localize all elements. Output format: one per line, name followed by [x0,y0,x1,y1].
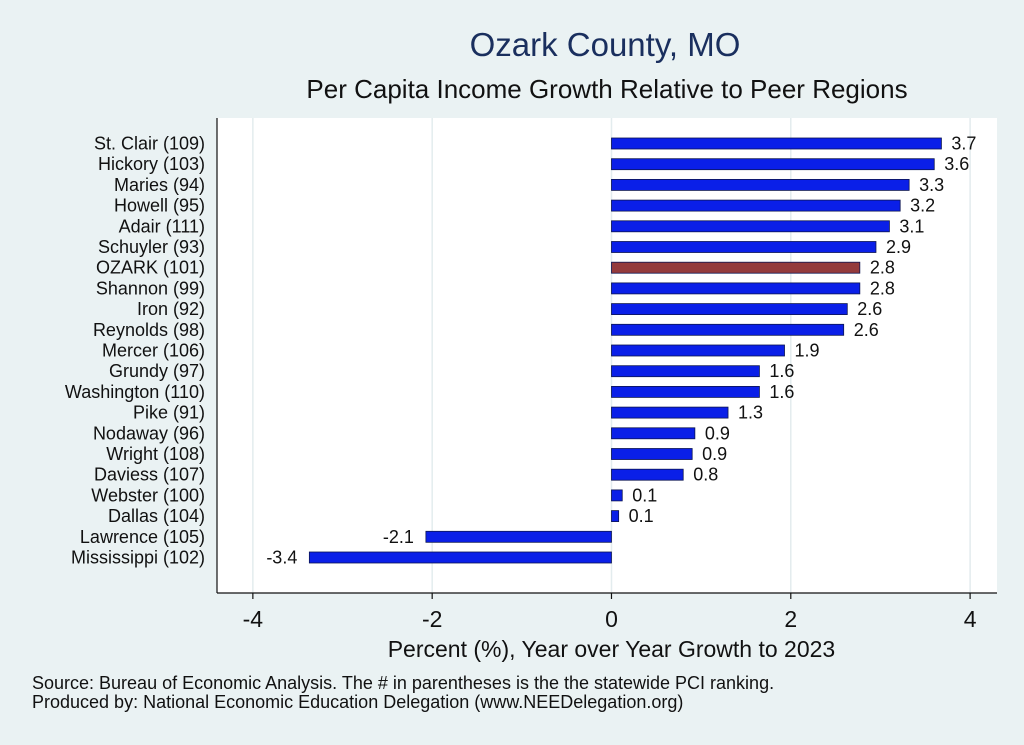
category-label: Mississippi (102) [71,548,205,568]
bar [611,448,693,460]
bar [425,530,612,543]
category-label: Reynolds (98) [93,320,205,340]
category-label: Mercer (106) [102,341,205,361]
bar [611,489,623,502]
category-label: Washington (110) [65,382,205,402]
value-label: 0.9 [702,444,727,464]
category-label: Adair (111) [119,216,205,236]
value-label: 0.9 [705,423,730,443]
category-label: Maries (94) [114,175,205,195]
value-label: 3.6 [944,154,969,174]
value-label: 0.1 [629,506,654,526]
bar [611,158,935,171]
category-label: Hickory (103) [98,154,205,174]
x-tick-label: 2 [784,606,797,632]
category-label: Webster (100) [91,485,205,505]
x-tick-label: -4 [243,606,264,632]
bar [611,406,729,419]
value-label: 1.6 [769,361,794,381]
value-label: 2.6 [854,320,879,340]
category-label: Shannon (99) [96,278,205,298]
category-label: Daviess (107) [94,465,205,485]
plot-area [217,118,997,593]
bar [611,427,696,440]
category-label: St. Clair (109) [94,134,205,154]
value-label: 3.7 [951,134,976,154]
bar [308,551,612,564]
bar [611,220,890,233]
value-label: -2.1 [383,527,414,547]
bar [611,385,760,398]
value-label: 1.9 [795,341,820,361]
chart-subtitle: Per Capita Income Growth Relative to Pee… [306,74,908,104]
bar [611,323,845,336]
value-label: 2.8 [870,278,895,298]
x-tick-label: -2 [422,606,442,632]
value-label: -3.4 [266,548,297,568]
bar [611,365,760,378]
value-label: 2.6 [857,299,882,319]
value-label: 0.8 [693,465,718,485]
bar [611,178,910,191]
bar [611,241,877,253]
category-label: Nodaway (96) [93,423,205,443]
value-label: 2.8 [870,258,895,278]
value-label: 0.1 [632,485,657,505]
producer-footnote: Produced by: National Economic Education… [32,692,684,712]
value-label: 2.9 [886,237,911,257]
x-axis-title: Percent (%), Year over Year Growth to 20… [388,636,836,662]
bar [611,344,785,357]
bar [611,510,620,523]
highlight-bar [611,261,861,274]
category-label: Dallas (104) [108,506,205,526]
bar [611,282,861,295]
source-footnote: Source: Bureau of Economic Analysis. The… [32,673,775,693]
value-label: 1.3 [738,403,763,423]
category-label: OZARK (101) [96,258,205,278]
category-label: Iron (92) [137,299,205,319]
chart-title: Ozark County, MO [469,26,741,63]
bar [611,303,848,316]
category-label: Lawrence (105) [80,527,205,547]
bar [611,137,942,150]
value-label: 3.1 [899,216,924,236]
category-label: Grundy (97) [109,361,205,381]
category-label: Howell (95) [114,196,205,216]
category-label: Pike (91) [133,403,205,423]
x-tick-label: 0 [605,606,618,632]
value-label: 3.3 [919,175,944,195]
value-label: 3.2 [910,196,935,216]
category-label: Schuyler (93) [98,237,205,257]
bar [611,199,901,212]
x-tick-label: 4 [964,606,977,632]
bar [611,468,684,481]
value-label: 1.6 [769,382,794,402]
category-label: Wright (108) [106,444,205,464]
